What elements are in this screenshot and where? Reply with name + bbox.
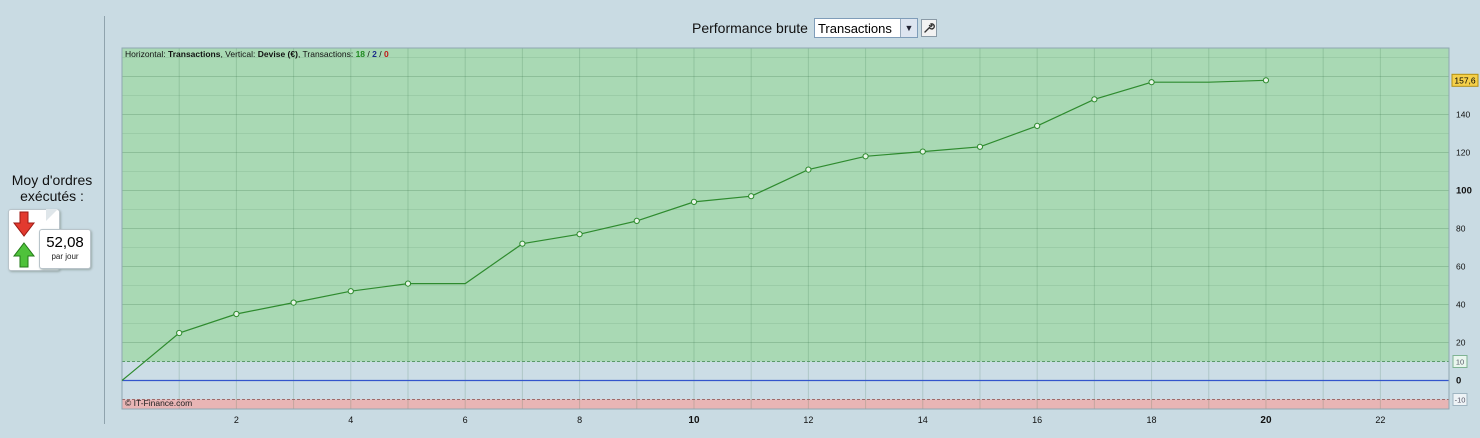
orders-per-day-value: 52,08 — [46, 234, 84, 251]
card-fold — [46, 209, 58, 221]
lower-threshold-badge-label: -10 — [1455, 396, 1466, 405]
data-point — [690, 198, 698, 205]
lower-threshold-badge — [1452, 393, 1468, 406]
x-tick-label: 8 — [577, 415, 582, 425]
vertical-prefix: , Vertical: — [220, 49, 257, 59]
x-axis-ticks: 2 4 6 8 10 12 14 16 18 20 22 — [234, 415, 1385, 426]
upper-threshold-badge-label: 10 — [1456, 358, 1464, 367]
data-point — [633, 217, 640, 224]
horizontal-value: Transactions — [168, 49, 221, 59]
y-tick-label: 40 — [1456, 300, 1466, 310]
copyright-text: © IT-Finance.com — [125, 398, 192, 408]
data-point — [404, 280, 412, 287]
avg-orders-label: Moy d'ordres exécutés : — [11, 172, 93, 204]
transactions-win: 2 — [372, 49, 377, 59]
transactions-prefix: , Transactions: — [298, 49, 356, 59]
last-value-badge — [1451, 73, 1479, 87]
transactions-total: 18 — [356, 49, 366, 59]
plot-border — [121, 47, 1450, 410]
y-tick-label: 60 — [1456, 262, 1466, 272]
chart-header: Performance brute Transactions ▼ — [692, 16, 937, 40]
slash-2: / — [377, 49, 384, 59]
data-point — [1148, 79, 1155, 86]
axis-badges: 157,6 10 -10 — [1451, 73, 1479, 406]
chart-info-line: Horizontal: Transactions, Vertical: Devi… — [125, 49, 389, 59]
x-tick-label: 2 — [234, 415, 239, 425]
chart-title: Performance brute — [692, 20, 808, 36]
data-point — [233, 310, 240, 318]
data-point — [976, 143, 984, 150]
horizontal-prefix: Horizontal: — [125, 49, 168, 59]
grid — [122, 48, 1449, 409]
metric-select[interactable]: Transactions ▼ — [813, 18, 918, 38]
y-tick-label: 0 — [1456, 376, 1461, 387]
loss-zone — [122, 399, 1449, 409]
x-tick-label: 12 — [803, 415, 813, 425]
x-tick-label: 20 — [1260, 415, 1272, 426]
data-point — [176, 329, 183, 337]
y-tick-label: 140 — [1456, 110, 1470, 120]
data-point — [519, 240, 526, 247]
orders-per-day-unit: par jour — [51, 252, 79, 261]
data-point — [748, 193, 755, 200]
x-tick-label: 4 — [348, 415, 353, 425]
profit-zone — [122, 48, 1449, 362]
data-point — [576, 231, 583, 238]
x-tick-label: 16 — [1032, 415, 1042, 425]
transactions-loss: 0 — [384, 49, 389, 59]
arrow-up-icon — [12, 242, 36, 268]
upper-threshold-badge — [1452, 355, 1468, 368]
x-tick-label: 22 — [1375, 415, 1385, 425]
left-panel: Moy d'ordres exécutés : 52,08 par jour — [0, 0, 104, 438]
y-tick-label: 100 — [1456, 186, 1472, 197]
data-point — [1034, 122, 1041, 130]
orders-per-day-box: 52,08 par jour — [39, 229, 91, 269]
data-point — [805, 166, 812, 173]
data-point — [290, 299, 297, 306]
x-tick-label: 18 — [1147, 415, 1157, 425]
metric-select-value: Transactions — [817, 20, 892, 36]
y-tick-label: 20 — [1456, 338, 1466, 348]
y-tick-label: 120 — [1456, 148, 1470, 158]
x-tick-label: 10 — [688, 415, 700, 426]
wrench-icon — [924, 23, 935, 33]
panel-divider — [104, 16, 105, 424]
series-markers — [176, 77, 1270, 337]
settings-button[interactable] — [920, 19, 937, 37]
slash-1: / — [365, 49, 372, 59]
data-point — [1262, 77, 1270, 84]
data-point — [347, 288, 354, 295]
y-axis-ticks: 0 20 40 60 80 100 120 140 — [1456, 110, 1472, 387]
y-tick-label: 80 — [1456, 224, 1466, 234]
arrow-down-icon — [12, 211, 36, 237]
data-point — [1091, 96, 1098, 103]
last-value-label: 157,6 — [1454, 75, 1476, 85]
x-tick-label: 6 — [463, 415, 468, 425]
data-point — [919, 148, 926, 155]
x-tick-label: 14 — [918, 415, 928, 425]
chevron-down-icon[interactable]: ▼ — [899, 19, 917, 37]
data-point — [862, 153, 869, 160]
vertical-value: Devise (€) — [258, 49, 298, 59]
